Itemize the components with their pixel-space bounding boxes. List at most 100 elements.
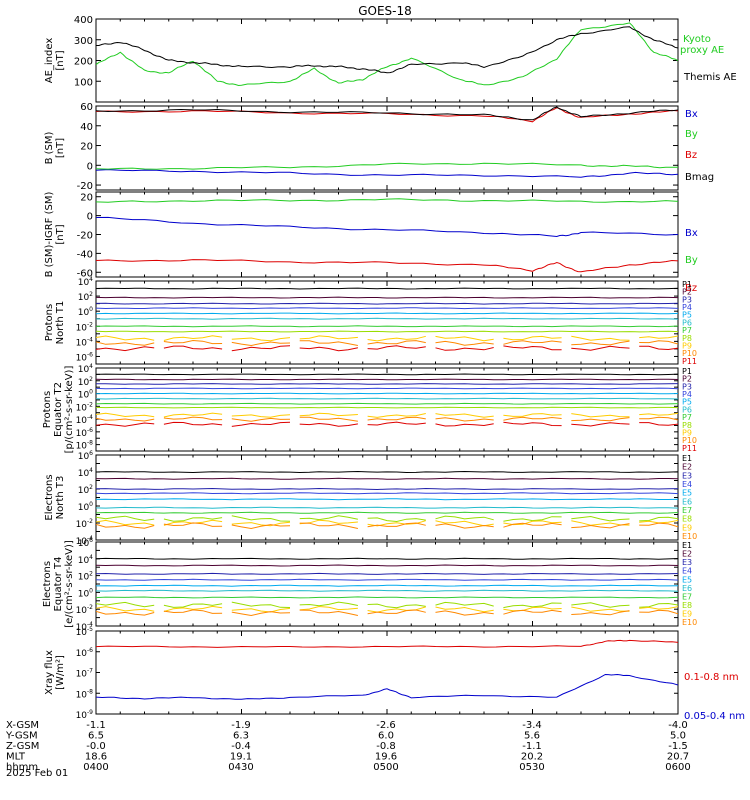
y-tick-label: 200 <box>74 57 93 68</box>
legend-entry: P11 <box>682 357 697 366</box>
legend-entry: Bz <box>685 150 697 161</box>
y-axis-label: B (SM) <box>44 131 55 164</box>
legend: 0.1-0.8 nm 0.05-0.4 nm <box>684 672 745 722</box>
series-line-e10 <box>96 609 678 617</box>
y-axis-label: [e/(cm²-s-sr-keV)] <box>64 540 75 628</box>
legend-entry: P2 <box>682 375 692 384</box>
series-line-e3 <box>96 487 678 491</box>
legend-entry: Kyoto <box>683 34 711 45</box>
panel-frame <box>95 280 679 365</box>
series-line-by <box>96 198 678 203</box>
series-line-0-05-0-4-nm <box>96 673 678 700</box>
x-axis-value: 6.5 <box>88 731 104 742</box>
panel-protons_t1: 104 102 100 10-2 10-4 10-6 Protons North T1 P1P2… <box>44 276 697 366</box>
y-tick-label: 10-8 <box>76 440 94 452</box>
y-tick-label: 106 <box>78 450 93 462</box>
x-axis-row-label: Y-GSM <box>5 731 38 742</box>
legend-entry: P9 <box>682 428 692 437</box>
series-line-bmag <box>96 106 678 121</box>
legend-entry: E7 <box>682 506 692 515</box>
y-axis-label: AE_index <box>44 38 55 84</box>
plot-area <box>96 639 678 700</box>
y-tick-label: 10-8 <box>76 688 94 700</box>
y-tick-label: 10-4 <box>76 336 94 348</box>
y-tick-label: 100 <box>78 389 93 401</box>
y-tick-label: 10-6 <box>76 351 94 363</box>
y-tick-label: 0 <box>87 161 93 172</box>
legend-entry: E2 <box>682 550 692 559</box>
y-tick-label: 10-4 <box>76 414 94 426</box>
series-line-e2 <box>96 477 678 480</box>
x-axis-row-label: hhmm <box>6 762 38 773</box>
legend-entry: E3 <box>682 471 692 480</box>
plot-area <box>96 557 678 617</box>
legend-entry: P3 <box>682 295 692 304</box>
x-axis-value: -1.9 <box>231 720 251 731</box>
series-line-p2 <box>96 378 678 381</box>
legend-entry: P1 <box>682 367 692 376</box>
x-axis-value: -1.5 <box>668 741 688 752</box>
y-tick-label: 102 <box>78 376 93 388</box>
x-axis-value: 0600 <box>665 762 690 773</box>
x-axis-value: 20.2 <box>521 752 543 763</box>
y-tick-label: 100 <box>78 306 93 318</box>
legend-entry: P11 <box>682 444 697 453</box>
legend-entry: E6 <box>682 584 692 593</box>
panel-frame <box>95 105 679 191</box>
series-line-p5 <box>96 312 678 315</box>
x-axis-value: 0500 <box>373 762 398 773</box>
series-line-0-1-0-8-nm <box>96 639 678 648</box>
legend-entry: E1 <box>682 454 692 463</box>
legend-entry: P4 <box>682 390 692 399</box>
y-tick-label: -40 <box>77 249 93 260</box>
date-label: 2025 Feb 01 <box>6 768 68 779</box>
legend-entry: proxy AE <box>680 45 724 56</box>
legend-entry: E1 <box>682 541 692 550</box>
series-line-e7 <box>96 511 678 514</box>
series-line-e6 <box>96 589 678 592</box>
y-tick-label: 300 <box>74 36 93 47</box>
x-axis-value: -1.1 <box>522 741 542 752</box>
y-axis-label: [W/m²] <box>55 655 66 690</box>
legend-entry: E5 <box>682 575 692 584</box>
legend-entry: P9 <box>682 341 692 350</box>
x-axis-value: 0430 <box>228 762 253 773</box>
plot-area <box>96 198 678 273</box>
legend-entry: P4 <box>682 303 692 312</box>
x-axis-value: -3.4 <box>522 720 542 731</box>
series-line-e7 <box>96 596 678 599</box>
y-tick-label: 102 <box>78 484 93 496</box>
legend-entry: E10 <box>682 532 697 541</box>
y-tick-label: 10-4 <box>76 621 94 633</box>
series-line-e5 <box>96 584 678 587</box>
series-line-p4 <box>96 387 678 390</box>
plot-area <box>96 373 678 427</box>
series-line-p9 <box>96 412 678 418</box>
series-line-by <box>96 162 678 170</box>
y-tick-label: 400 <box>74 15 93 26</box>
legend-entry: Bx <box>685 109 698 120</box>
series-line-e2 <box>96 564 678 567</box>
plot-area <box>96 22 678 87</box>
x-axis-value: 19.6 <box>375 752 397 763</box>
y-axis-label: [nT] <box>55 224 66 244</box>
y-tick-label: -20 <box>77 181 93 192</box>
series-line-p10 <box>96 416 678 422</box>
legend-entry: P10 <box>682 436 697 445</box>
legend-entry: P2 <box>682 288 692 297</box>
y-axis-label: [p/(cm²-s-sr-keV)] <box>64 366 75 454</box>
series-line-themis-ae <box>96 26 678 74</box>
legend-entry: P7 <box>682 326 692 335</box>
y-tick-label: 10-4 <box>76 535 94 547</box>
y-axis-label: B (SM)-IGRF (SM) <box>44 192 55 278</box>
series-line-p8 <box>96 406 678 409</box>
series-line-e5 <box>96 498 678 501</box>
series-line-e3 <box>96 572 678 575</box>
legend-entry: P6 <box>682 405 692 414</box>
legend-entry: By <box>685 255 698 266</box>
panel-frame <box>95 191 679 278</box>
